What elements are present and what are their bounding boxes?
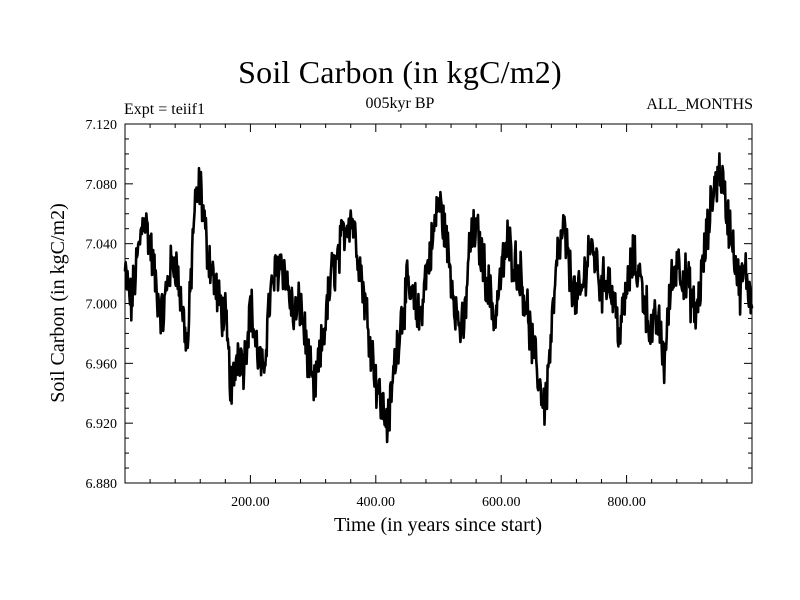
y-tick-label: 6.880 — [86, 477, 118, 492]
chart-title: Soil Carbon (in kgC/m2) — [238, 54, 562, 90]
experiment-label: Expt = teiif1 — [124, 101, 206, 118]
y-tick-label: 7.080 — [86, 178, 118, 193]
x-tick-label: 800.00 — [607, 495, 646, 510]
y-tick-label: 7.000 — [86, 298, 118, 313]
y-axis-label: Soil Carbon (in kgC/m2) — [47, 203, 69, 402]
x-tick-labels: 200.00 400.00 600.00 800.00 — [231, 495, 646, 510]
y-tick-label: 7.120 — [86, 118, 118, 133]
x-tick-label: 200.00 — [231, 495, 270, 510]
months-label: ALL_MONTHS — [646, 96, 753, 113]
chart-subtitle: 005kyr BP — [365, 95, 435, 112]
y-tick-label: 6.920 — [86, 417, 118, 432]
x-axis-label: Time (in years since start) — [334, 514, 542, 536]
y-tick-label: 6.960 — [86, 357, 118, 372]
y-tick-label: 7.040 — [86, 238, 118, 253]
series-line — [123, 152, 754, 444]
y-tick-labels: 6.880 6.920 6.960 7.000 7.040 7.080 7.120 — [86, 118, 118, 492]
x-tick-label: 600.00 — [482, 495, 521, 510]
x-tick-label: 400.00 — [357, 495, 396, 510]
